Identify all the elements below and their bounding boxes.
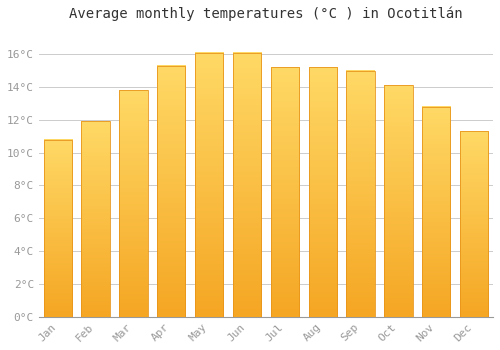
Bar — [195, 52, 224, 317]
Bar — [157, 66, 186, 317]
Bar — [460, 131, 488, 317]
Bar — [384, 85, 412, 317]
Bar — [82, 121, 110, 317]
Title: Average monthly temperatures (°C ) in Ocotitlán: Average monthly temperatures (°C ) in Oc… — [69, 7, 462, 21]
Bar — [346, 71, 375, 317]
Bar — [270, 67, 299, 317]
Bar — [44, 140, 72, 317]
Bar — [233, 52, 261, 317]
Bar — [119, 90, 148, 317]
Bar — [308, 67, 337, 317]
Bar — [422, 107, 450, 317]
